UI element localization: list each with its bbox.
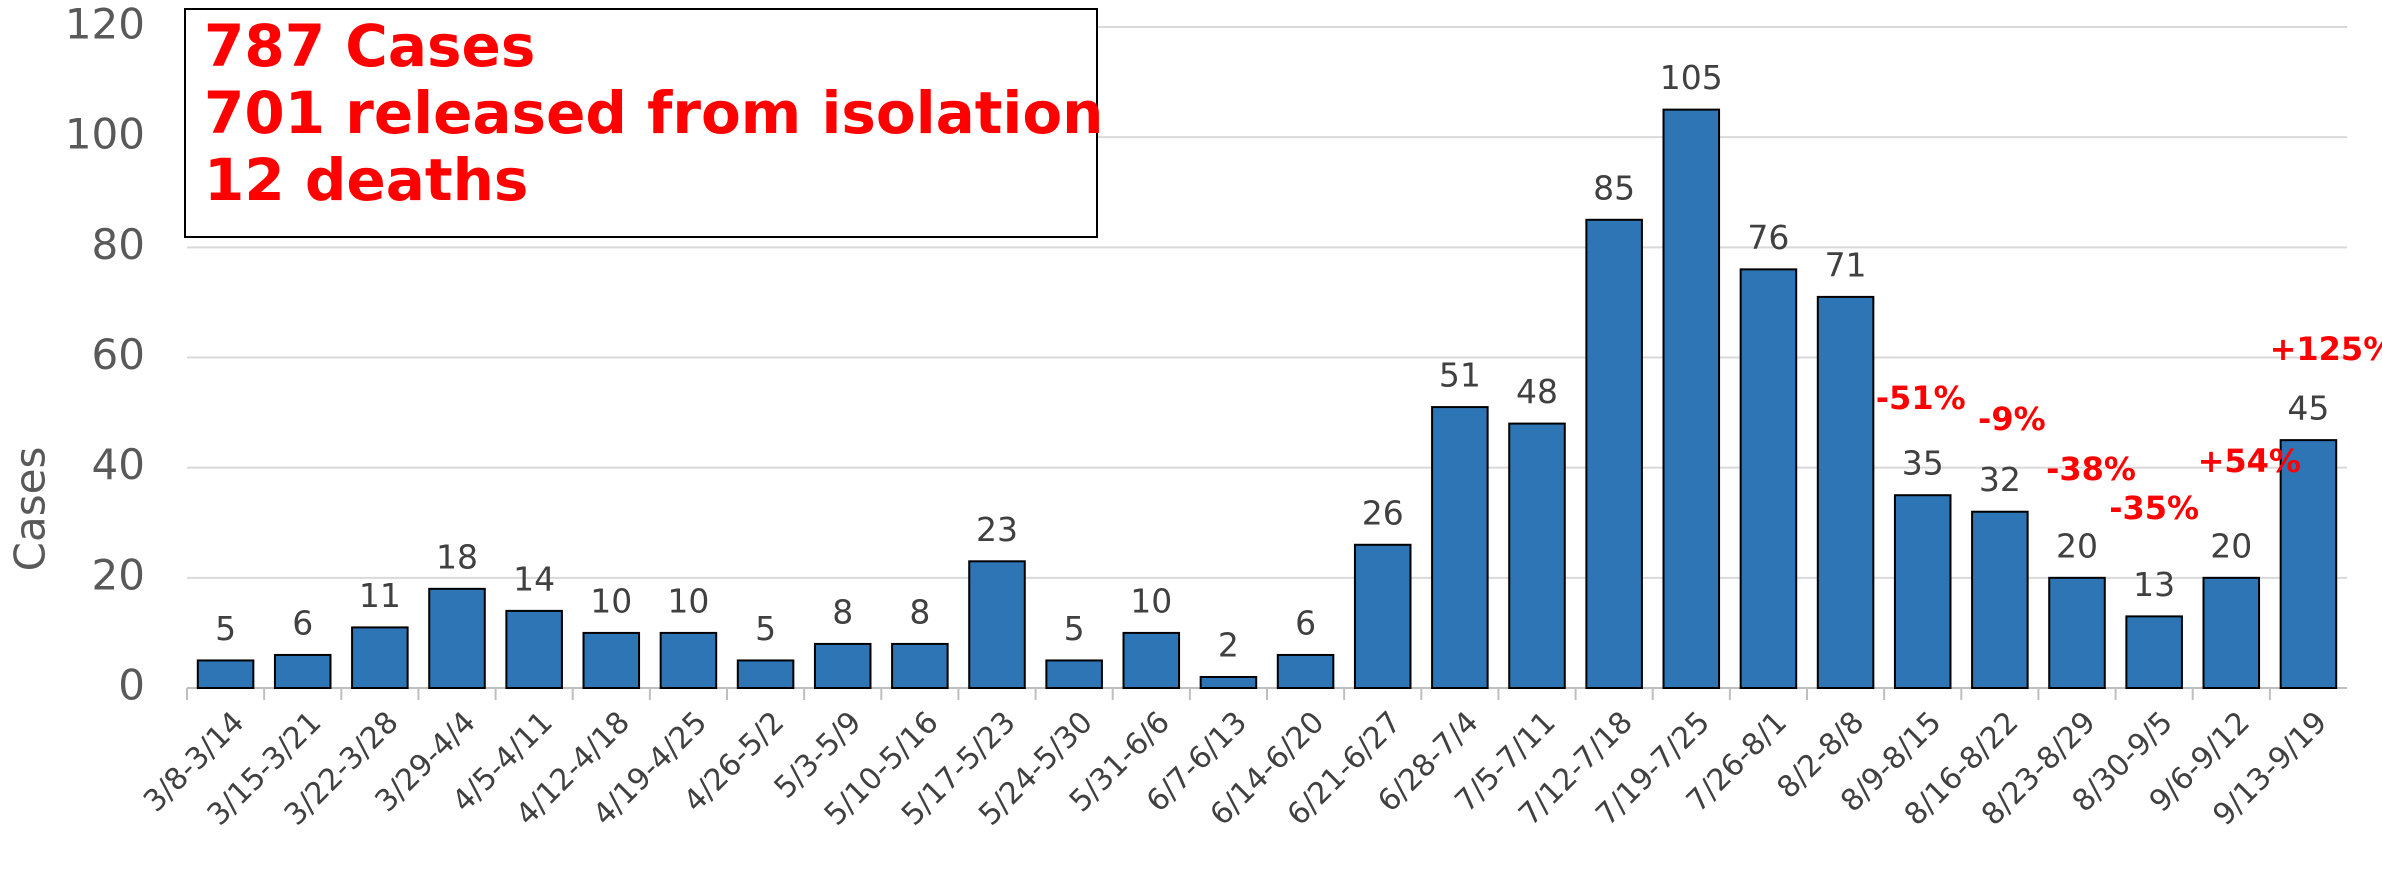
bar xyxy=(2202,576,2261,689)
data-label: 2 xyxy=(1218,625,1239,664)
bar xyxy=(1276,653,1335,690)
summary-line: 701 released from isolation xyxy=(204,79,1103,147)
bar xyxy=(505,609,563,690)
y-tick-label: 60 xyxy=(92,330,145,379)
summary-box xyxy=(184,8,1098,238)
data-label: 10 xyxy=(590,581,632,620)
data-label: 51 xyxy=(1439,356,1481,395)
bar xyxy=(1508,422,1566,689)
y-tick-label: 120 xyxy=(65,0,145,49)
bar xyxy=(428,587,486,689)
bar xyxy=(1971,510,2029,689)
data-label: 105 xyxy=(1660,58,1723,97)
data-label: 8 xyxy=(909,592,930,631)
change-annotation: +125% xyxy=(2270,330,2382,368)
data-label: 11 xyxy=(359,576,401,615)
bar xyxy=(2125,615,2183,689)
data-label: 18 xyxy=(436,537,478,576)
bar xyxy=(2048,576,2106,689)
data-label: 5 xyxy=(1064,609,1085,648)
bar xyxy=(1585,218,1643,690)
bar xyxy=(813,642,872,690)
data-label: 10 xyxy=(1130,581,1172,620)
data-label: 5 xyxy=(215,609,236,648)
summary-line: 787 Cases xyxy=(204,12,535,80)
change-annotation: +54% xyxy=(2198,442,2301,480)
bar xyxy=(1353,543,1412,689)
data-label: 20 xyxy=(2210,526,2252,565)
data-label: 20 xyxy=(2056,526,2098,565)
change-annotation: -51% xyxy=(1876,379,1966,417)
data-label: 23 xyxy=(976,510,1018,549)
data-label: 48 xyxy=(1516,372,1558,411)
change-annotation: -38% xyxy=(2046,450,2136,488)
data-label: 32 xyxy=(1979,460,2021,499)
data-label: 13 xyxy=(2133,565,2175,604)
change-annotation: -9% xyxy=(1978,400,2046,438)
bar xyxy=(1431,406,1489,689)
data-label: 14 xyxy=(513,559,555,598)
bar xyxy=(2279,439,2338,689)
bar xyxy=(1122,631,1181,690)
data-label: 85 xyxy=(1593,168,1635,207)
change-annotation: -35% xyxy=(2109,489,2199,527)
y-tick-label: 20 xyxy=(92,550,145,599)
data-label: 76 xyxy=(1747,218,1789,257)
bar xyxy=(1893,494,1952,690)
data-label: 10 xyxy=(667,581,709,620)
data-label: 35 xyxy=(1902,444,1944,483)
data-label: 26 xyxy=(1362,493,1404,532)
y-tick-label: 80 xyxy=(92,220,145,269)
bar xyxy=(1739,268,1798,689)
bar xyxy=(351,626,409,689)
y-tick-label: 0 xyxy=(118,661,145,710)
data-label: 8 xyxy=(832,592,853,631)
bar xyxy=(968,560,1026,690)
y-tick-label: 40 xyxy=(92,440,145,489)
bar xyxy=(736,659,795,689)
y-tick-label: 100 xyxy=(65,110,145,159)
bar xyxy=(273,653,332,690)
bar xyxy=(1816,295,1875,689)
data-label: 71 xyxy=(1825,245,1867,284)
data-label: 5 xyxy=(755,609,776,648)
bar xyxy=(1662,108,1721,689)
data-label: 45 xyxy=(2287,389,2329,428)
y-axis-label: Cases xyxy=(6,447,55,572)
bar xyxy=(196,659,255,689)
summary-line: 12 deaths xyxy=(204,146,528,214)
bar xyxy=(1199,675,1258,690)
data-label: 6 xyxy=(292,603,313,642)
bar xyxy=(582,631,641,690)
bar xyxy=(891,642,949,690)
bar xyxy=(1045,659,1103,689)
bar xyxy=(659,631,718,690)
data-label: 6 xyxy=(1295,603,1316,642)
